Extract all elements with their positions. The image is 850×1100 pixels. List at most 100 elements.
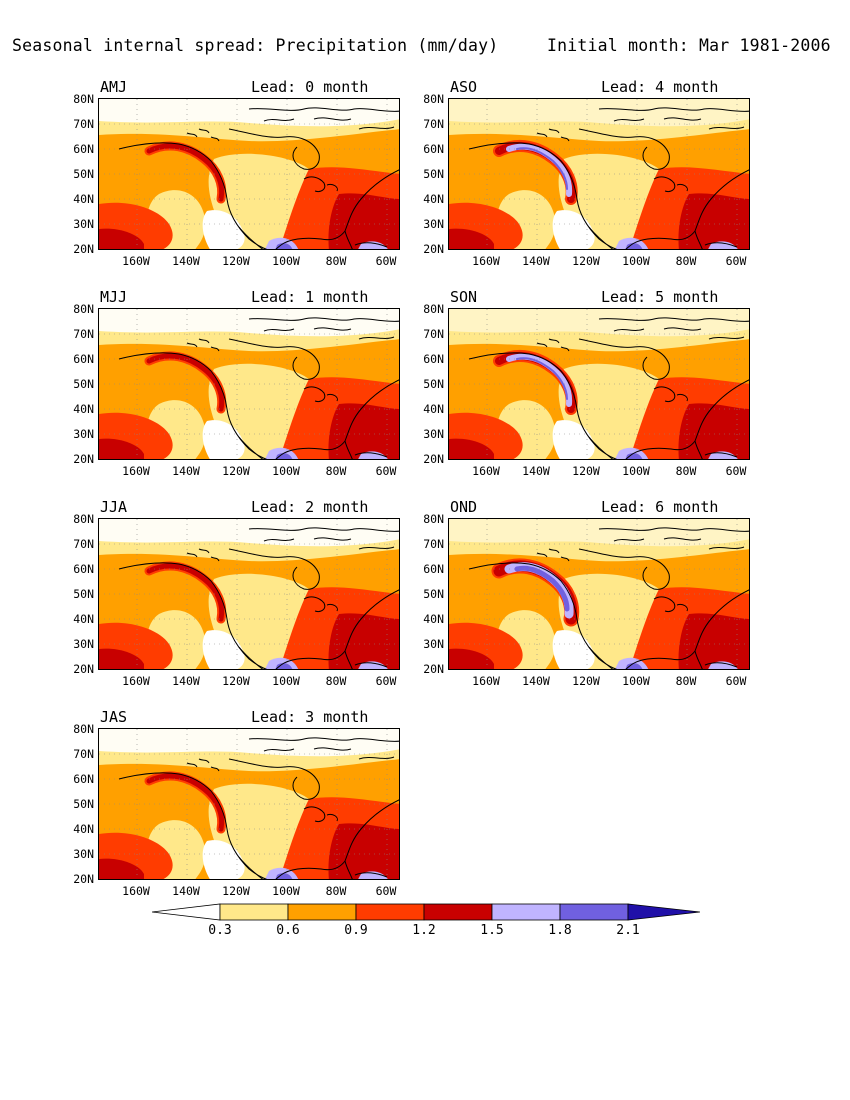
lon-tick-label: 100W [272, 464, 300, 478]
colorbar-box [491, 903, 561, 921]
map-frame [98, 98, 400, 250]
lon-tick-label: 60W [375, 674, 397, 688]
map-frame [448, 518, 750, 670]
colorbar-high-arrow [627, 903, 701, 921]
lat-tick-label: 30N [423, 427, 444, 441]
precip-spread-field [449, 519, 749, 669]
precip-spread-field [449, 309, 749, 459]
lon-tick-label: 140W [172, 464, 200, 478]
panel-season-label: ASO [450, 78, 478, 96]
lon-tick-label: 120W [222, 674, 250, 688]
lat-tick-label: 40N [73, 612, 94, 626]
lat-tick-label: 50N [73, 167, 94, 181]
lon-tick-label: 100W [272, 254, 300, 268]
lat-tick-label: 70N [423, 117, 444, 131]
lon-tick-label: 120W [572, 674, 600, 688]
lon-tick-label: 160W [472, 464, 500, 478]
lat-tick-label: 50N [73, 377, 94, 391]
lon-tick-label: 120W [222, 464, 250, 478]
lon-tick-label: 80W [675, 464, 697, 478]
lat-tick-label: 20N [423, 452, 444, 466]
lon-tick-label: 160W [122, 884, 150, 898]
colorbar-graphic [151, 903, 701, 921]
colorbar-tick-label: 0.9 [344, 923, 368, 938]
lat-tick-label: 30N [423, 217, 444, 231]
lat-tick-label: 60N [423, 142, 444, 156]
colorbar-tick-label: 1.2 [412, 923, 436, 938]
precip-spread-field [99, 309, 399, 459]
lat-tick-label: 80N [73, 302, 94, 316]
lat-tick-label: 20N [423, 662, 444, 676]
panel-lead-label: Lead: 1 month [251, 288, 369, 306]
lat-tick-label: 20N [423, 242, 444, 256]
precip-spread-field [99, 519, 399, 669]
lat-tick-label: 80N [73, 722, 94, 736]
lat-tick-label: 70N [73, 327, 94, 341]
lat-tick-label: 50N [423, 587, 444, 601]
lat-tick-label: 20N [73, 662, 94, 676]
panel-season-label: JAS [100, 708, 128, 726]
panel-lead-label: Lead: 0 month [251, 78, 369, 96]
lat-tick-label: 30N [73, 217, 94, 231]
lon-tick-label: 140W [172, 254, 200, 268]
lon-tick-label: 100W [272, 674, 300, 688]
map-frame [448, 308, 750, 460]
lat-tick-label: 30N [73, 847, 94, 861]
lat-tick-label: 80N [423, 92, 444, 106]
colorbar-tick-label: 2.1 [616, 923, 640, 938]
colorbar-tick-label: 1.8 [548, 923, 572, 938]
lat-tick-label: 40N [73, 822, 94, 836]
lat-tick-label: 70N [73, 747, 94, 761]
lat-tick-label: 50N [423, 167, 444, 181]
colorbar-box [287, 903, 357, 921]
map-panel-son: SON Lead: 5 month 80N 70N 60N 50N 40N 30N 20N 160… [423, 288, 808, 498]
lon-tick-label: 80W [675, 674, 697, 688]
lat-tick-label: 70N [73, 117, 94, 131]
precip-spread-field [99, 729, 399, 879]
panel-season-label: AMJ [100, 78, 128, 96]
lon-tick-label: 60W [375, 464, 397, 478]
map-panel-jas: JAS Lead: 3 month 80N 70N 60N 50N 40N 30N 20N 160… [73, 708, 458, 918]
lat-tick-label: 50N [73, 797, 94, 811]
lon-tick-label: 140W [172, 884, 200, 898]
lon-tick-label: 120W [572, 254, 600, 268]
map-frame [98, 728, 400, 880]
lat-tick-label: 60N [73, 772, 94, 786]
colorbar-tick-label: 0.6 [276, 923, 300, 938]
lon-tick-label: 160W [122, 254, 150, 268]
lon-tick-label: 80W [325, 884, 347, 898]
lon-tick-label: 120W [572, 464, 600, 478]
lon-tick-label: 100W [622, 674, 650, 688]
panel-lead-label: Lead: 4 month [601, 78, 719, 96]
lon-tick-label: 140W [522, 674, 550, 688]
lon-tick-label: 100W [622, 254, 650, 268]
lon-tick-label: 120W [222, 254, 250, 268]
lat-tick-label: 40N [423, 192, 444, 206]
map-frame [98, 308, 400, 460]
lon-tick-label: 140W [172, 674, 200, 688]
colorbar-tick-label: 1.5 [480, 923, 504, 938]
colorbar-low-arrow [151, 903, 221, 921]
colorbar-box [423, 903, 493, 921]
lon-tick-label: 140W [522, 254, 550, 268]
map-panel-mjj: MJJ Lead: 1 month 80N 70N 60N 50N 40N 30N 20N 160… [73, 288, 458, 498]
lat-tick-label: 70N [73, 537, 94, 551]
lon-tick-label: 80W [675, 254, 697, 268]
map-panel-amj: AMJ Lead: 0 month 80N 70N 60N 50N 40N 30N 20N 160… [73, 78, 458, 288]
map-frame [448, 98, 750, 250]
figure-title: Seasonal internal spread: Precipitation … [12, 36, 499, 55]
lat-tick-label: 80N [423, 512, 444, 526]
lon-tick-label: 160W [472, 254, 500, 268]
lon-tick-label: 140W [522, 464, 550, 478]
lon-tick-label: 60W [725, 254, 747, 268]
panel-lead-label: Lead: 6 month [601, 498, 719, 516]
colorbar: 0.3 0.6 0.9 1.2 1.5 1.8 2.1 [151, 902, 701, 942]
panel-season-label: JJA [100, 498, 128, 516]
lon-tick-label: 80W [325, 674, 347, 688]
lat-tick-label: 60N [73, 562, 94, 576]
lon-tick-label: 160W [472, 674, 500, 688]
lat-tick-label: 40N [423, 612, 444, 626]
lat-tick-label: 70N [423, 327, 444, 341]
lat-tick-label: 40N [73, 192, 94, 206]
panel-season-label: SON [450, 288, 478, 306]
